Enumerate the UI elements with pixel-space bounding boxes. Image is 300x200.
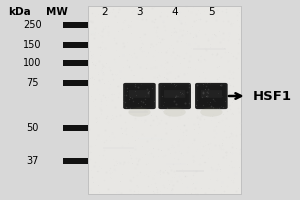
Text: 5: 5 <box>208 7 215 17</box>
Bar <box>88 6 241 194</box>
Bar <box>140 138 167 140</box>
Text: kDa: kDa <box>8 7 31 17</box>
Text: 250: 250 <box>23 20 42 30</box>
Text: 2: 2 <box>101 7 107 17</box>
FancyBboxPatch shape <box>163 87 186 105</box>
Ellipse shape <box>200 108 223 117</box>
Text: 150: 150 <box>23 40 41 50</box>
Text: 75: 75 <box>26 78 38 88</box>
Text: 4: 4 <box>171 7 178 17</box>
Ellipse shape <box>164 108 186 117</box>
Bar <box>63 80 88 86</box>
Text: MW: MW <box>46 7 68 17</box>
FancyBboxPatch shape <box>195 83 228 109</box>
FancyBboxPatch shape <box>128 87 151 105</box>
Bar <box>129 111 148 113</box>
Bar <box>63 42 88 48</box>
Text: HSF1: HSF1 <box>253 90 292 102</box>
FancyBboxPatch shape <box>160 85 189 107</box>
Text: 50: 50 <box>26 123 38 133</box>
Bar <box>63 22 88 28</box>
FancyBboxPatch shape <box>125 85 154 107</box>
Ellipse shape <box>128 108 151 117</box>
Bar <box>63 125 88 131</box>
FancyBboxPatch shape <box>129 90 150 98</box>
FancyBboxPatch shape <box>200 87 223 105</box>
Bar <box>103 147 134 149</box>
Text: 37: 37 <box>26 156 38 166</box>
FancyBboxPatch shape <box>123 83 156 109</box>
Text: 3: 3 <box>136 7 143 17</box>
FancyBboxPatch shape <box>164 90 185 98</box>
Bar <box>136 137 161 139</box>
FancyBboxPatch shape <box>201 90 222 98</box>
Bar <box>205 108 225 110</box>
Bar <box>176 170 204 172</box>
Text: 100: 100 <box>23 58 41 68</box>
FancyBboxPatch shape <box>158 83 191 109</box>
Bar <box>63 60 88 66</box>
FancyBboxPatch shape <box>197 85 226 107</box>
Bar <box>193 48 226 50</box>
Bar <box>166 163 186 165</box>
Bar <box>63 158 88 164</box>
